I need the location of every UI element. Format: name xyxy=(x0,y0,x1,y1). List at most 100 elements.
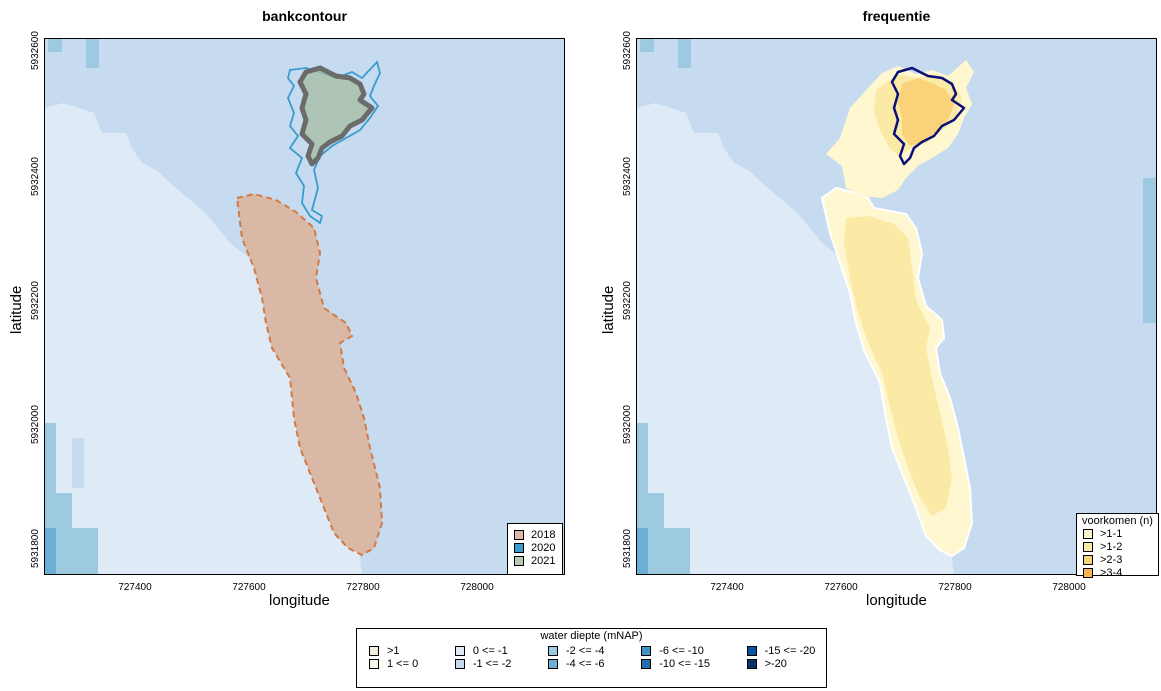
right-map-legend: voorkomen (n) >1-1 >1-2 >2-3 >3-4 xyxy=(1076,513,1159,579)
legend-label: 2021 xyxy=(531,554,556,567)
frequency-zone-2 xyxy=(844,216,952,516)
right-x-axis-title: longitude xyxy=(866,592,927,609)
right-y-tick: 5932200 xyxy=(622,281,633,320)
depth-legend-item: -2 <= -4 xyxy=(548,645,615,657)
legend-swatch xyxy=(746,646,757,656)
right-depth-cell xyxy=(664,528,690,575)
legend-label: -10 <= -15 xyxy=(659,658,710,670)
left-x-axis-title: longitude xyxy=(269,592,330,609)
legend-swatch xyxy=(514,542,524,553)
right-map-panel[interactable] xyxy=(636,38,1157,575)
left-map-frame xyxy=(44,38,565,575)
left-depth-cell xyxy=(72,438,84,488)
legend-swatch xyxy=(369,646,379,656)
depth-legend-item: -4 <= -6 xyxy=(548,658,615,670)
left-x-tick: 728000 xyxy=(460,582,494,593)
legend-swatch xyxy=(454,659,465,669)
legend-label: 0 <= -1 xyxy=(472,645,508,657)
right-y-tick: 5931800 xyxy=(622,529,633,568)
legend-label: >1-2 xyxy=(1100,540,1123,553)
left-shallow-zone xyxy=(44,103,362,575)
legend-label: -1 <= -2 xyxy=(472,658,512,670)
depth-legend-item: -1 <= -2 xyxy=(454,658,522,670)
right-map-frame xyxy=(636,38,1157,575)
legend-swatch xyxy=(514,529,524,540)
legend-item-2021: 2021 xyxy=(514,554,562,567)
right-y-axis-title: latitude xyxy=(600,285,617,334)
right-depth-cell xyxy=(1143,178,1157,323)
legend-label: >1 xyxy=(387,645,400,657)
right-legend-title: voorkomen (n) xyxy=(1082,515,1153,527)
right-x-tick: 727800 xyxy=(938,582,972,593)
legend-item-3-4: >3-4 xyxy=(1083,566,1158,579)
legend-swatch xyxy=(548,646,559,656)
legend-item-2-3: >2-3 xyxy=(1083,553,1158,566)
depth-legend-item: >-20 xyxy=(746,658,826,670)
legend-item-2018: 2018 xyxy=(514,528,562,541)
left-x-tick: 727400 xyxy=(118,582,152,593)
depth-legend-item: >1 xyxy=(369,645,429,657)
left-y-tick: 5932600 xyxy=(30,31,41,70)
legend-label: -4 <= -6 xyxy=(566,658,605,670)
left-x-tick: 727800 xyxy=(346,582,380,593)
right-y-tick: 5932400 xyxy=(622,157,633,196)
depth-legend-item: -15 <= -20 xyxy=(746,645,826,657)
legend-item-2020: 2020 xyxy=(514,541,562,554)
depth-legend-item: 0 <= -1 xyxy=(454,645,522,657)
legend-label: >2-3 xyxy=(1100,553,1123,566)
left-map-title: bankcontour xyxy=(262,8,347,24)
left-y-axis-title: latitude xyxy=(8,285,25,334)
right-depth-cell xyxy=(648,493,664,575)
left-depth-cell xyxy=(72,528,98,575)
right-x-tick: 728000 xyxy=(1052,582,1086,593)
right-y-tick: 5932000 xyxy=(622,405,633,444)
left-depth-cell xyxy=(86,38,99,68)
right-x-tick: 727400 xyxy=(710,582,744,593)
legend-label: 2020 xyxy=(531,541,556,554)
left-y-tick: 5932400 xyxy=(30,157,41,196)
contour-2021 xyxy=(297,65,375,167)
right-depth-cell xyxy=(640,38,654,52)
legend-swatch xyxy=(641,659,652,669)
legend-swatch xyxy=(746,659,757,669)
legend-swatch xyxy=(514,555,524,566)
frequency-zone-3 xyxy=(898,78,954,146)
legend-swatch xyxy=(1083,567,1093,578)
left-y-tick: 5932200 xyxy=(30,281,41,320)
legend-swatch xyxy=(369,659,379,669)
left-depth-cell xyxy=(56,493,72,575)
left-map-legend: 2018 2020 2021 xyxy=(507,523,563,575)
right-shallow-zone xyxy=(636,103,954,575)
frequency-contour xyxy=(890,66,966,166)
right-map-title: frequentie xyxy=(862,8,931,24)
left-depth-cell xyxy=(48,38,62,52)
left-y-tick: 5932000 xyxy=(30,405,41,444)
right-x-tick: 727600 xyxy=(824,582,858,593)
legend-label: 2018 xyxy=(531,528,556,541)
contour-2020 xyxy=(287,60,381,225)
legend-swatch xyxy=(454,646,465,656)
right-depth-cell xyxy=(636,528,648,575)
depth-legend-item: -10 <= -15 xyxy=(641,658,720,670)
depth-legend-title: water diepte (mNAP) xyxy=(540,630,643,642)
depth-legend: water diepte (mNAP) >1 0 <= -1 -2 <= -4 … xyxy=(356,628,827,688)
left-map-panel[interactable] xyxy=(44,38,565,575)
legend-label: -15 <= -20 xyxy=(764,645,816,657)
left-depth-cell xyxy=(44,528,56,575)
legend-label: >3-4 xyxy=(1100,566,1123,579)
legend-label: >-20 xyxy=(764,658,787,670)
contour-2018 xyxy=(235,192,384,557)
legend-item-1-2: >1-2 xyxy=(1083,540,1158,553)
legend-swatch xyxy=(1083,554,1093,565)
right-y-tick: 5932600 xyxy=(622,31,633,70)
legend-label: 1 <= 0 xyxy=(387,658,419,670)
left-x-tick: 727600 xyxy=(232,582,266,593)
legend-swatch xyxy=(1083,528,1093,539)
depth-legend-item: 1 <= 0 xyxy=(369,658,429,670)
legend-swatch xyxy=(641,646,652,656)
depth-legend-item: -6 <= -10 xyxy=(641,645,720,657)
left-y-tick: 5931800 xyxy=(30,529,41,568)
legend-label: -2 <= -4 xyxy=(566,645,605,657)
legend-swatch xyxy=(1083,541,1093,552)
right-depth-cell xyxy=(678,38,691,68)
